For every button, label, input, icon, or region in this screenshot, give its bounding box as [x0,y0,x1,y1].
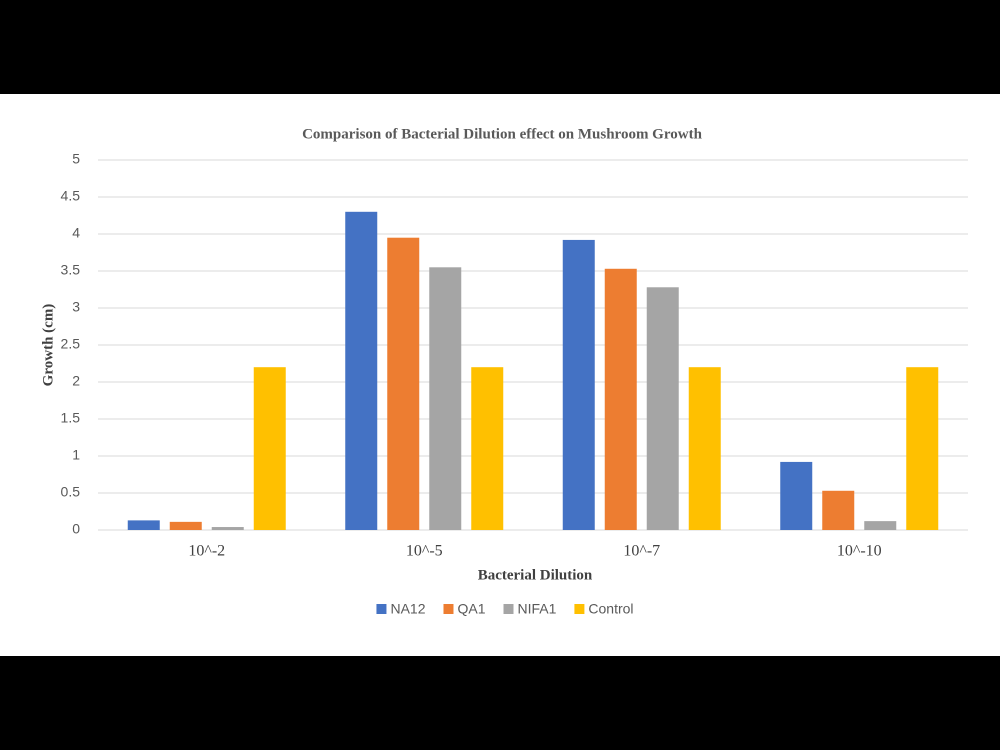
bar [169,521,202,530]
y-tick-label: 5 [72,151,80,167]
legend-swatch [376,604,387,614]
bar [562,239,595,531]
chart-title: Comparison of Bacterial Dilution effect … [302,126,702,142]
legend-swatch [574,604,585,614]
y-tick-label: 4.5 [61,188,81,204]
bar [211,527,244,530]
bar [471,367,504,530]
bar [387,237,420,530]
bar [688,367,721,530]
bar [429,267,462,530]
x-tick-label: 10^-10 [837,543,882,560]
legend-swatch [443,604,454,614]
bar [864,521,897,530]
bar [604,268,637,530]
y-tick-label: 0.5 [61,484,81,500]
legend-label: Control [588,601,633,617]
bar [646,287,679,530]
y-tick-label: 2 [72,373,80,389]
legend-label: NIFA1 [518,601,557,617]
bar [906,367,939,530]
y-tick-label: 1 [72,447,80,463]
y-tick-label: 3 [72,299,80,315]
x-tick-label: 10^-7 [623,543,660,560]
x-tick-label: 10^-2 [188,543,225,560]
bar [822,490,855,530]
bar [253,367,286,530]
y-tick-label: 1.5 [61,410,81,426]
y-tick-label: 0 [72,521,80,537]
legend-label: NA12 [390,601,425,617]
y-axis-label: Growth (cm) [40,304,56,387]
bar [780,461,813,530]
y-tick-label: 2.5 [61,336,81,352]
x-axis-label: Bacterial Dilution [478,567,593,583]
bar [345,211,378,531]
x-tick-label: 10^-5 [406,543,443,560]
y-tick-label: 3.5 [61,262,81,278]
legend-label: QA1 [457,601,485,617]
y-tick-label: 4 [72,225,80,241]
legend-swatch [503,604,514,614]
bar [127,520,160,530]
